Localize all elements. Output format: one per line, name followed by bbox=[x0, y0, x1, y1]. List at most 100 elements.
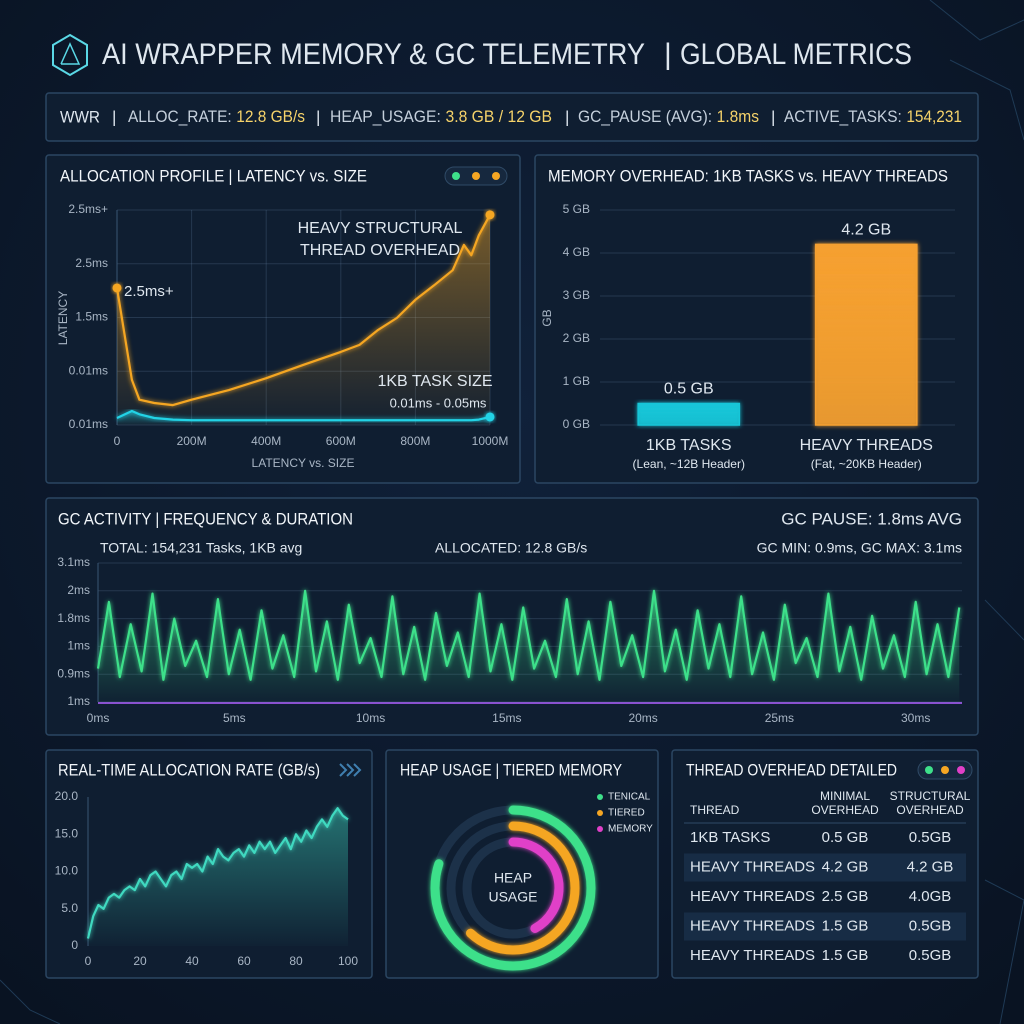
series-line bbox=[86, 807, 349, 939]
stat-label: ALLOC_RATE: bbox=[128, 107, 232, 126]
x-tick-label: 600M bbox=[326, 434, 356, 448]
table-cell: HEAVY THREADS bbox=[690, 858, 815, 875]
stat-item: ACTIVE_TASKS:154,231 bbox=[784, 107, 962, 126]
legend-swatch bbox=[597, 794, 603, 800]
category-note: (Lean, ~12B Header) bbox=[633, 457, 745, 471]
point bbox=[485, 210, 495, 220]
annotation: 0.01ms - 0.05ms bbox=[390, 395, 487, 410]
series-line bbox=[116, 409, 491, 422]
stat-item: GC_PAUSE (AVG): 1.8ms bbox=[578, 107, 759, 126]
x-tick-label: 100 bbox=[338, 954, 358, 968]
area-fill bbox=[117, 411, 490, 425]
bar bbox=[637, 402, 741, 426]
table-cell: 1KB TASKS bbox=[690, 829, 770, 846]
y-axis-label: LATENCY bbox=[56, 291, 70, 345]
y-tick-label: 1.5ms bbox=[75, 310, 108, 324]
y-tick-label: 0 GB bbox=[563, 417, 590, 431]
legend-label: TIERED bbox=[608, 808, 645, 819]
category-label: HEAVY THREADS bbox=[800, 437, 933, 454]
value-label: 0.5 GB bbox=[664, 381, 714, 398]
window-dots bbox=[917, 760, 973, 780]
table-cell: HEAVY THREADS bbox=[690, 947, 815, 964]
panel-title: THREAD OVERHEAD DETAILED bbox=[686, 760, 897, 779]
panel-title: MEMORY OVERHEAD: 1KB TASKS vs. HEAVY THR… bbox=[548, 166, 948, 185]
y-tick-label: 1ms bbox=[67, 639, 90, 653]
y-tick-label: 2 GB bbox=[563, 331, 590, 345]
annotation: 1KB TASK SIZE bbox=[377, 373, 492, 390]
stats-separators: | | | | bbox=[112, 107, 775, 126]
y-axis-label: GB bbox=[540, 309, 554, 326]
column-header: OVERHEAD bbox=[811, 803, 879, 817]
annotation: GC MIN: 0.9ms, GC MAX: 3.1ms bbox=[757, 540, 962, 556]
x-tick-label: 10ms bbox=[356, 711, 385, 725]
x-tick-label: 5ms bbox=[223, 711, 246, 725]
annotation: GC PAUSE: 1.8ms AVG bbox=[781, 509, 962, 528]
table-cell: 4.2 GB bbox=[822, 858, 869, 875]
area-fill bbox=[117, 214, 490, 425]
ring-arc bbox=[446, 821, 580, 955]
y-tick-label: 5 GB bbox=[563, 202, 590, 216]
y-tick-label: 1ms bbox=[67, 694, 90, 708]
y-tick-label: 0.9ms bbox=[57, 666, 90, 680]
series-line bbox=[115, 214, 491, 407]
value-label: 4.2 GB bbox=[841, 222, 891, 239]
stat-label: ACTIVE_TASKS: bbox=[784, 107, 902, 126]
stat-value: 3.8 GB / 12 GB bbox=[445, 107, 552, 126]
stat-value: 12.8 GB/s bbox=[236, 107, 305, 126]
stat-value: 1.8ms bbox=[717, 107, 759, 126]
panel-title: GC ACTIVITY | FREQUENCY & DURATION bbox=[58, 509, 353, 528]
legend-swatch bbox=[597, 826, 603, 832]
y-tick-label: 5.0 bbox=[61, 901, 78, 915]
table-cell: HEAVY THREADS bbox=[690, 888, 815, 905]
table-cell: 4.0GB bbox=[909, 888, 952, 905]
table-cell: 0.5GB bbox=[909, 829, 952, 846]
legend-swatch bbox=[597, 810, 603, 816]
header-title: AI WRAPPER MEMORY & GC TELEMETRY bbox=[102, 38, 645, 71]
y-tick-label: 1 GB bbox=[563, 374, 590, 388]
x-tick-label: 400M bbox=[251, 434, 281, 448]
panel-title: ALLOCATION PROFILE | LATENCY vs. SIZE bbox=[60, 166, 367, 185]
y-tick-label: 0.01ms bbox=[69, 417, 108, 431]
y-tick-label: 2.5ms bbox=[75, 256, 108, 270]
point bbox=[112, 283, 122, 293]
stats-lead: WWR bbox=[60, 107, 100, 126]
row-band bbox=[684, 853, 966, 882]
separator: | bbox=[771, 107, 775, 126]
x-tick-label: 0ms bbox=[87, 711, 110, 725]
column-header: THREAD bbox=[690, 803, 740, 817]
ring-arc bbox=[430, 805, 596, 971]
header-separator: | bbox=[664, 38, 672, 71]
center-label: USAGE bbox=[488, 889, 537, 905]
table-cell: 0.5GB bbox=[909, 947, 952, 964]
y-tick-label: 3 GB bbox=[563, 288, 590, 302]
y-tick-label: 20.0 bbox=[55, 789, 79, 803]
column-header: STRUCTURAL bbox=[890, 789, 971, 803]
annotation: TOTAL: 154,231 Tasks, 1KB avg bbox=[100, 540, 302, 556]
bar bbox=[814, 243, 918, 426]
y-tick-label: 3.1ms bbox=[57, 555, 90, 569]
logo bbox=[52, 33, 88, 77]
window-dots bbox=[444, 166, 508, 186]
stat-label: HEAP_USAGE: bbox=[330, 107, 441, 126]
x-tick-label: 25ms bbox=[765, 711, 794, 725]
annotation: HEAVY STRUCTURAL bbox=[298, 220, 463, 237]
x-tick-label: 1000M bbox=[472, 434, 509, 448]
x-tick-label: 60 bbox=[237, 954, 251, 968]
x-tick-label: 0 bbox=[85, 954, 92, 968]
series-line bbox=[96, 589, 961, 681]
column-header: MINIMAL bbox=[820, 789, 870, 803]
table-cell: 1.5 GB bbox=[822, 947, 869, 964]
x-tick-label: 20ms bbox=[628, 711, 657, 725]
x-tick-label: 200M bbox=[177, 434, 207, 448]
y-tick-label: 1.8ms bbox=[57, 611, 90, 625]
chevron-icon bbox=[339, 763, 362, 777]
y-tick-label: 0 bbox=[71, 938, 78, 952]
legend-label: MEMORY bbox=[608, 824, 653, 835]
y-tick-label: 2.5ms+ bbox=[68, 202, 108, 216]
separator: | bbox=[316, 107, 320, 126]
panel-title: REAL-TIME ALLOCATION RATE (GB/s) bbox=[58, 760, 320, 779]
table-cell: HEAVY THREADS bbox=[690, 917, 815, 934]
x-tick-label: 80 bbox=[289, 954, 303, 968]
x-tick-label: 0 bbox=[114, 434, 121, 448]
